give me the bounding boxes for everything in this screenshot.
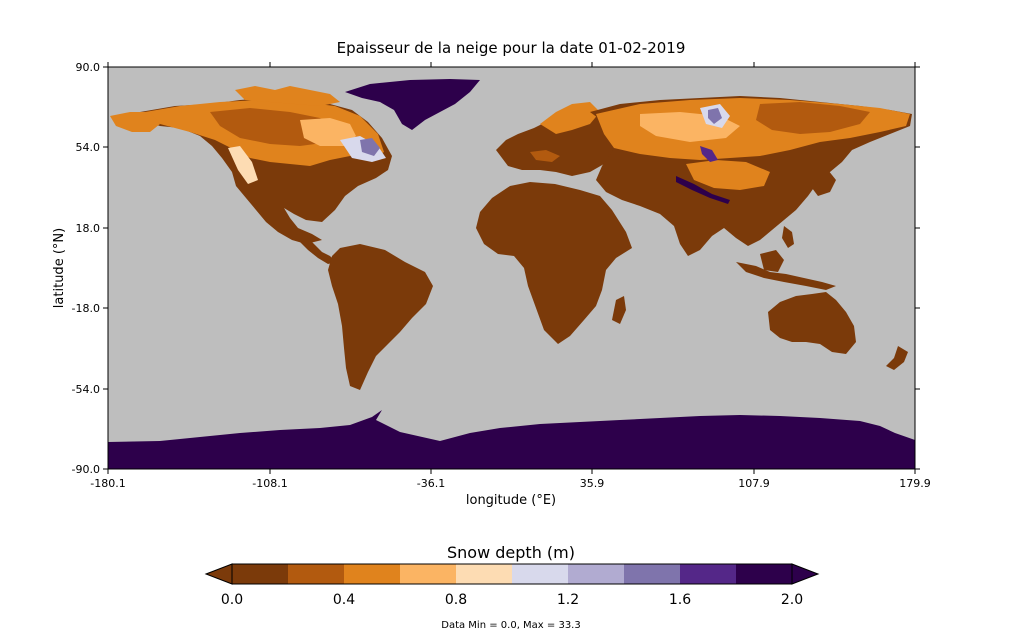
y-axis: 90.0 54.0 18.0 -18.0 -54.0 -90.0 latitud… [52,61,920,476]
australia [768,292,856,354]
y-tick-label: 90.0 [76,61,101,74]
canada-light-snow [300,118,356,146]
y-axis-label: latitude (°N) [52,228,67,308]
colorbar-cell [456,564,513,584]
himalaya-snow [676,176,730,204]
map-panel [107,66,916,470]
rockies-snow [228,146,258,184]
south-america [328,244,433,390]
colorbar-cell [568,564,625,584]
colorbar-tick-label: 1.6 [669,592,691,608]
colorbar-cell [344,564,401,584]
scandinavia-snow [540,102,600,134]
colorbar-title: Snow depth (m) [447,543,575,562]
madagascar [612,296,626,324]
altai-snow [700,146,718,162]
central-asia-snow [686,160,770,190]
colorbar-cell [680,564,737,584]
philippines [782,226,794,248]
africa [476,182,632,344]
yakutia-deep-snow [708,108,722,124]
y-tick-label: -54.0 [72,383,100,396]
antarctica [108,410,915,469]
x-tick-label: 179.9 [899,477,931,490]
x-tick-label: -180.1 [90,477,125,490]
x-tick-label: 35.9 [580,477,605,490]
quebec-deep-snow [360,138,380,156]
colorbar-cell [512,564,569,584]
x-axis: -180.1 -108.1 -36.1 35.9 107.9 179.9 lon… [90,62,931,508]
japan [812,170,836,196]
colorbar-cell [400,564,457,584]
y-tick-label: -18.0 [72,302,100,315]
colorbar: Snow depth (m) 0.0 0.4 0.8 1.2 1.6 2.0 [204,543,820,608]
new-zealand [886,346,908,370]
colorbar-cell [736,564,793,584]
borneo [760,250,784,272]
colorbar-cell [624,564,681,584]
colorbar-tick-label: 1.2 [557,592,579,608]
y-tick-label: 18.0 [76,222,101,235]
colorbar-tick-label: 2.0 [781,592,803,608]
data-range-footer: Data Min = 0.0, Max = 33.3 [441,620,580,631]
central-america [296,234,336,264]
greenland [345,79,480,130]
y-tick-label: -90.0 [72,463,100,476]
colorbar-cell [232,564,289,584]
europe [496,108,618,176]
x-tick-label: 107.9 [738,477,770,490]
colorbar-tick-label: 0.4 [333,592,355,608]
colorbar-cells [232,564,793,584]
x-tick-label: -108.1 [252,477,287,490]
colorbar-frame [231,563,793,585]
colorbar-under-arrow [204,563,233,585]
siberia-deep-snow [756,102,870,134]
colorbar-over-arrow [791,563,820,585]
alaska [110,112,160,132]
x-tick-label: -36.1 [417,477,445,490]
y-tick-label: 54.0 [76,141,101,154]
alps-snow [530,150,560,162]
plot-title: Epaisseur de la neige pour la date 01-02… [337,39,686,57]
x-axis-label: longitude (°E) [466,493,556,508]
indonesia [736,262,836,290]
colorbar-cell [288,564,345,584]
colorbar-tick-label: 0.8 [445,592,467,608]
map-frame [107,66,916,470]
arctic-islands [235,86,340,106]
colorbar-tick-label: 0.0 [221,592,243,608]
